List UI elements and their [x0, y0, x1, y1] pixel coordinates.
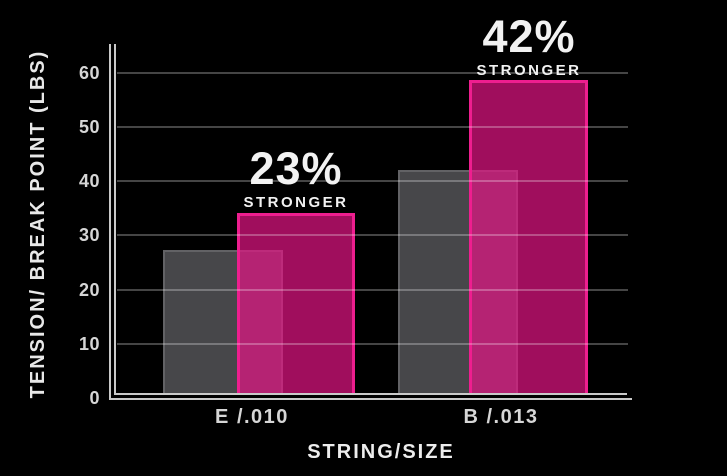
annotation-e010-label: STRONGER	[243, 194, 349, 211]
gridline-10	[117, 343, 628, 345]
x-axis-title: STRING/SIZE	[307, 441, 455, 463]
x-category-b013: B /.013	[463, 406, 539, 428]
y-tick-30: 30	[78, 225, 100, 245]
gridline-60	[117, 72, 628, 74]
annotation-b013-label: STRONGER	[476, 62, 582, 79]
gridline-50	[117, 126, 628, 128]
gridline-30	[117, 234, 628, 236]
y-tick-40: 40	[78, 171, 100, 191]
x-category-e010: E /.010	[215, 406, 289, 428]
axis-spine-outer	[109, 44, 632, 400]
annotation-b013-percent: 42%	[482, 11, 576, 62]
bar-pink-b013	[469, 80, 588, 393]
annotation-b013: 42% STRONGER	[429, 14, 629, 79]
annotation-e010: 23% STRONGER	[196, 146, 396, 211]
annotation-e010-percent: 23%	[249, 143, 343, 194]
axis-spine-inner	[114, 44, 627, 395]
gridline-20	[117, 289, 628, 291]
y-tick-50: 50	[78, 117, 100, 137]
y-tick-0: 0	[89, 388, 100, 408]
y-tick-20: 20	[78, 280, 100, 300]
gridline-40	[117, 180, 628, 182]
y-tick-60: 60	[78, 63, 100, 83]
y-tick-10: 10	[78, 334, 100, 354]
bar-pink-e010	[237, 213, 355, 393]
